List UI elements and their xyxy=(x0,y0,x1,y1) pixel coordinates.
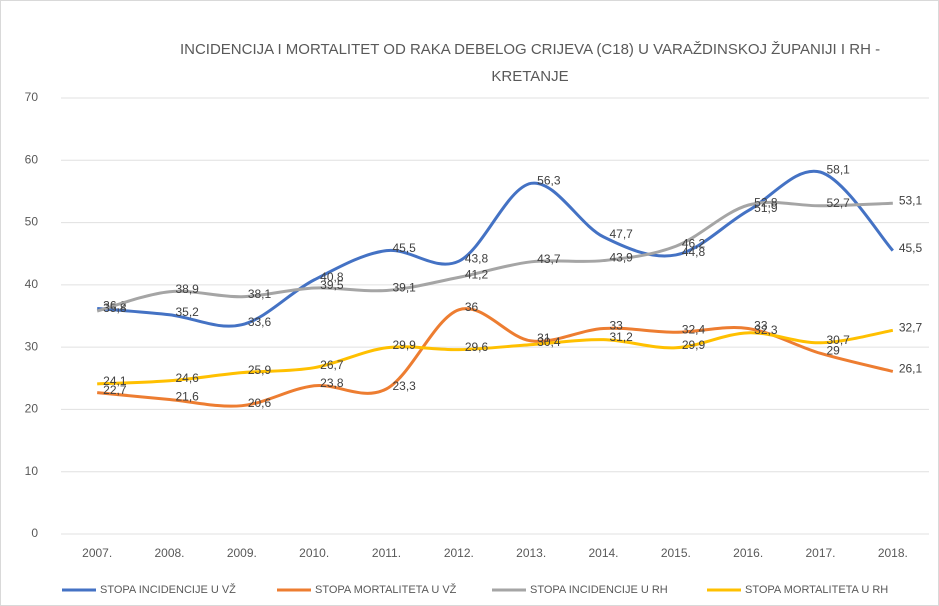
data-label: 30,7 xyxy=(827,333,851,347)
y-tick-label: 40 xyxy=(25,277,39,291)
x-tick-label: 2013. xyxy=(516,546,546,560)
data-label: 33 xyxy=(610,319,624,333)
y-tick-label: 30 xyxy=(25,339,39,353)
y-tick-label: 0 xyxy=(31,526,38,540)
data-label: 32,3 xyxy=(754,323,778,337)
data-label: 32,7 xyxy=(899,320,923,334)
data-label: 29,9 xyxy=(682,338,706,352)
series-line xyxy=(97,328,894,386)
data-label: 26,1 xyxy=(899,362,923,376)
data-label: 31 xyxy=(537,331,551,345)
data-label: 24,6 xyxy=(176,371,200,385)
series-line xyxy=(97,169,894,328)
data-label: 33 xyxy=(754,319,768,333)
data-label: 30,4 xyxy=(537,335,561,349)
data-label: 38,1 xyxy=(248,287,272,301)
y-tick-label: 20 xyxy=(25,402,39,416)
data-label: 43,7 xyxy=(537,252,561,266)
data-label: 35,8 xyxy=(103,301,127,315)
x-tick-label: 2010. xyxy=(299,546,329,560)
data-label: 39,1 xyxy=(393,281,417,295)
data-label: 26,7 xyxy=(320,358,344,372)
data-label: 58,1 xyxy=(827,162,851,176)
x-tick-label: 2012. xyxy=(444,546,474,560)
data-label: 46,2 xyxy=(682,236,706,250)
x-tick-label: 2017. xyxy=(805,546,835,560)
data-label: 40,8 xyxy=(320,270,344,284)
y-tick-label: 50 xyxy=(25,215,39,229)
data-label: 52,8 xyxy=(754,195,778,209)
data-label: 43,8 xyxy=(465,251,489,265)
data-label: 24,1 xyxy=(103,374,127,388)
data-label: 20,6 xyxy=(248,396,272,410)
data-label: 31,2 xyxy=(610,330,634,344)
data-label: 56,3 xyxy=(537,174,561,188)
data-label: 23,8 xyxy=(320,376,344,390)
data-label: 53,1 xyxy=(899,193,923,207)
series-line xyxy=(96,200,893,313)
data-label: 25,9 xyxy=(248,363,272,377)
series-line xyxy=(97,307,894,408)
data-label: 33,6 xyxy=(248,315,272,329)
x-tick-label: 2015. xyxy=(661,546,691,560)
legend-label: STOPA MORTALITETA U RH xyxy=(745,584,888,596)
x-tick-label: 2011. xyxy=(372,546,401,560)
x-tick-label: 2016. xyxy=(733,546,763,560)
y-tick-label: 60 xyxy=(25,152,39,166)
data-label: 32,4 xyxy=(682,322,706,336)
legend-label: STOPA INCIDENCIJE U RH xyxy=(530,584,668,596)
data-label: 35,2 xyxy=(176,305,200,319)
data-label: 29,6 xyxy=(465,340,489,354)
data-label: 47,7 xyxy=(610,227,634,241)
data-label: 43,9 xyxy=(610,251,634,265)
data-label: 39,5 xyxy=(320,278,344,292)
x-tick-label: 2018. xyxy=(878,546,908,560)
data-label: 38,9 xyxy=(176,282,200,296)
data-label: 29 xyxy=(827,344,841,358)
data-label: 51,9 xyxy=(754,201,778,215)
data-label: 23,3 xyxy=(393,379,417,393)
y-tick-label: 70 xyxy=(25,90,39,104)
data-label: 41,2 xyxy=(465,268,489,282)
data-label: 22,7 xyxy=(103,383,127,397)
legend-label: STOPA INCIDENCIJE U VŽ xyxy=(100,583,236,596)
data-label: 45,5 xyxy=(393,241,417,255)
data-label: 45,5 xyxy=(899,241,923,255)
data-label: 44,8 xyxy=(682,245,706,259)
y-tick-label: 10 xyxy=(25,464,39,478)
x-tick-label: 2008. xyxy=(154,546,184,560)
x-tick-label: 2009. xyxy=(227,546,257,560)
legend-label: STOPA MORTALITETA U VŽ xyxy=(315,583,457,596)
data-label: 29,9 xyxy=(393,338,417,352)
data-label: 36 xyxy=(465,300,479,314)
x-tick-label: 2014. xyxy=(588,546,618,560)
x-tick-label: 2007. xyxy=(82,546,112,560)
chart-title: INCIDENCIJA I MORTALITET OD RAKA DEBELOG… xyxy=(179,41,881,85)
data-label: 21,6 xyxy=(176,390,200,404)
data-label: 52,7 xyxy=(827,196,851,210)
